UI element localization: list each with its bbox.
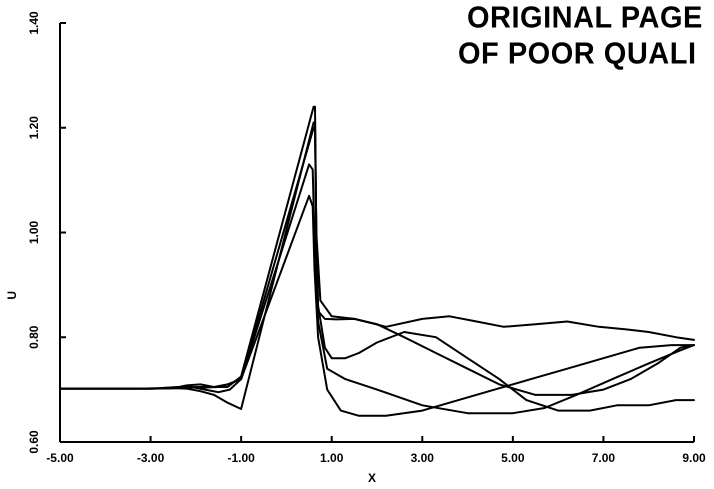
series-lines (59, 105, 695, 417)
y-tick-label: 0.80 (27, 325, 41, 349)
y-tick-label: 0.60 (27, 430, 41, 454)
axes (59, 23, 694, 443)
y-tick-label: 1.00 (27, 220, 41, 244)
quality-stamp-line2: OF POOR QUALI (458, 37, 697, 71)
y-tick-label: 1.40 (27, 11, 41, 35)
quality-stamp-line1: ORIGINAL PAGE (467, 1, 703, 35)
x-tick-label: -1.00 (227, 451, 255, 465)
x-tick-label: 9.00 (682, 451, 706, 465)
series-line-5 (59, 105, 695, 390)
x-tick-labels: -5.00 -3.00 -1.00 1.00 3.00 5.00 7.00 9.00 (46, 451, 706, 465)
x-tick-label: -5.00 (46, 451, 74, 465)
x-tick-label: 3.00 (411, 451, 435, 465)
x-axis-label: X (368, 471, 376, 485)
series-line-4 (59, 121, 695, 410)
tick-marks (59, 22, 695, 443)
x-tick-label: 1.00 (320, 451, 344, 465)
series-line-3 (59, 126, 695, 412)
x-tick-label: 5.00 (501, 451, 525, 465)
y-tick-label: 1.20 (27, 116, 41, 140)
y-axis-label: U (5, 291, 19, 300)
series-line-2 (59, 163, 695, 415)
x-tick-label: -3.00 (137, 451, 165, 465)
x-tick-label: 7.00 (592, 451, 616, 465)
y-tick-labels: 0.60 0.80 1.00 1.20 1.40 (27, 11, 41, 454)
series-line-1 (59, 194, 695, 417)
